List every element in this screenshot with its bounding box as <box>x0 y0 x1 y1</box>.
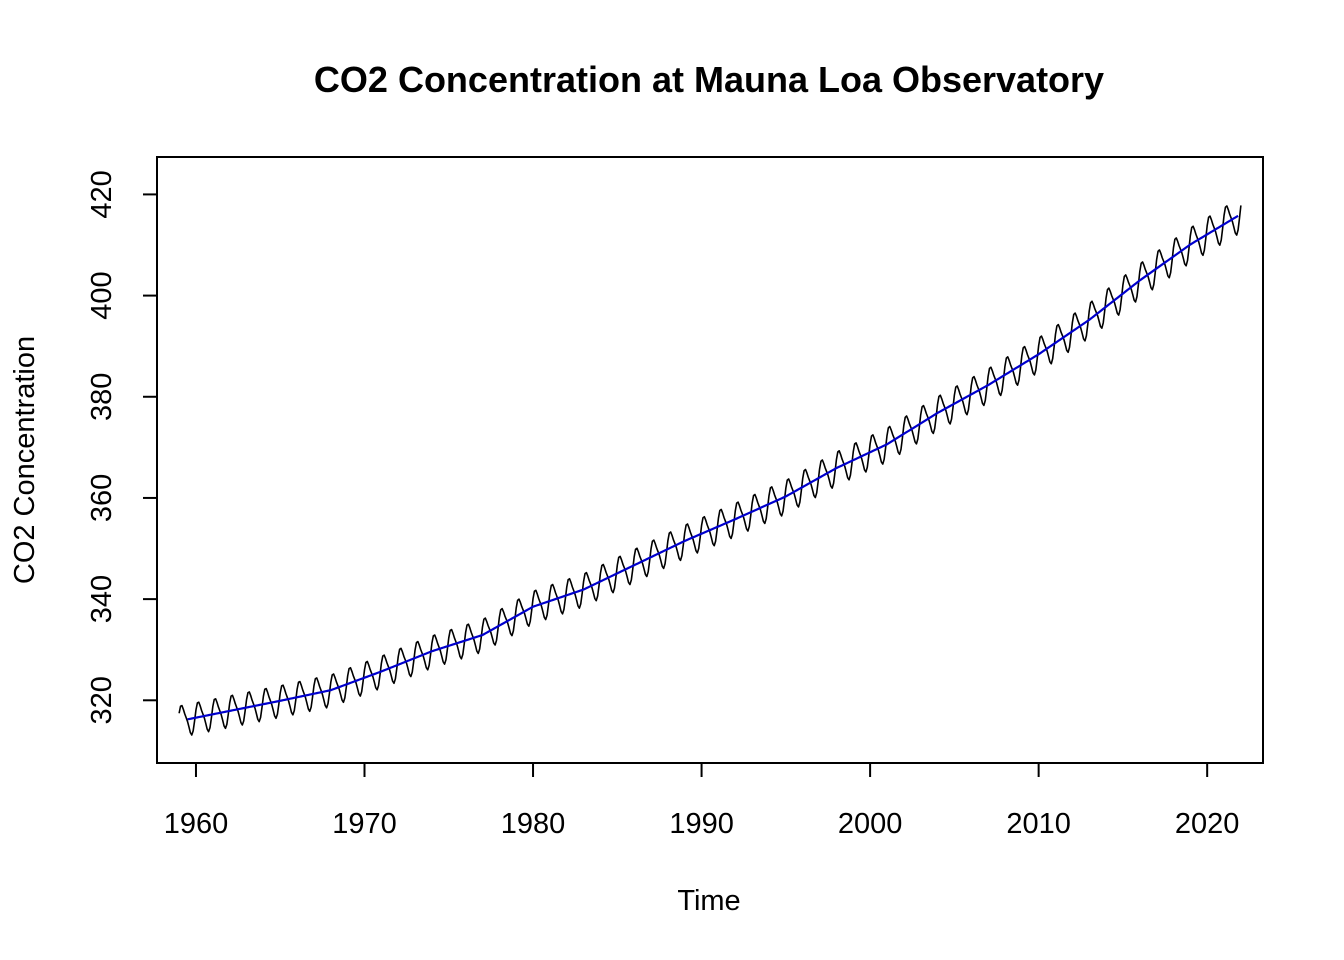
x-tick-label: 2010 <box>1006 808 1071 840</box>
y-tick-label: 400 <box>86 271 118 319</box>
y-axis-label: CO2 Concentration <box>9 336 41 584</box>
y-tick-label: 320 <box>86 676 118 724</box>
chart-title: CO2 Concentration at Mauna Loa Observato… <box>314 59 1104 100</box>
monthly-co2-line <box>178 205 1242 736</box>
y-axis: 320 340 360 380 400 420 <box>86 170 158 724</box>
plot-frame <box>156 156 1264 764</box>
x-axis-label: Time <box>677 885 740 917</box>
y-tick-label: 360 <box>86 474 118 522</box>
series-layer <box>178 205 1242 736</box>
y-tick-label: 420 <box>86 170 118 218</box>
x-tick-label: 2020 <box>1175 808 1240 840</box>
trend-line <box>187 214 1239 721</box>
y-tick-label: 380 <box>86 373 118 421</box>
x-tick-label: 1990 <box>669 808 734 840</box>
x-tick-label: 2000 <box>838 808 903 840</box>
y-tick-label: 340 <box>86 575 118 623</box>
x-tick-label: 1970 <box>332 808 397 840</box>
x-tick-label: 1960 <box>164 808 229 840</box>
x-tick-label: 1980 <box>501 808 566 840</box>
x-axis: 1960 1970 1980 1990 2000 2010 2020 <box>164 762 1240 840</box>
